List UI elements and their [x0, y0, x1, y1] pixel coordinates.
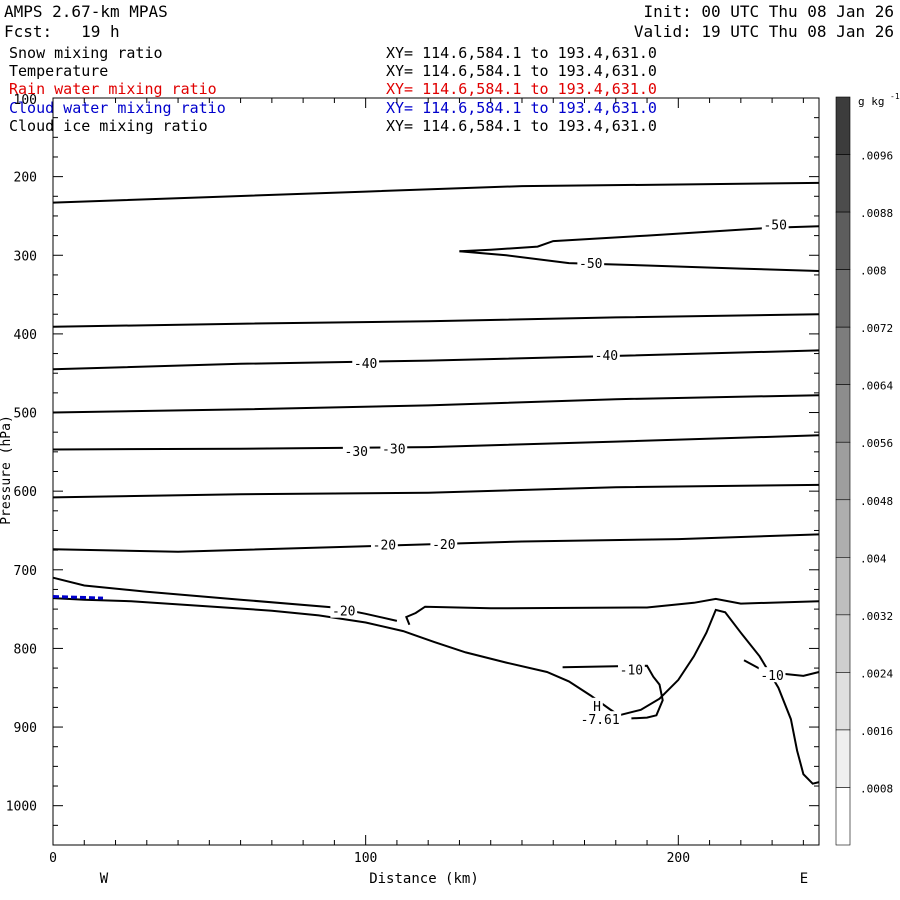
- x-tick-label: 100: [354, 851, 377, 866]
- colorbar-swatch: [835, 326, 851, 385]
- isotherm-line: [52, 483, 820, 499]
- contour-label-bg: [591, 697, 603, 713]
- isotherm-line: [459, 250, 820, 272]
- y-tick-label: 300: [14, 249, 37, 264]
- colorbar-swatch: [835, 499, 851, 558]
- field-name: Snow mixing ratio: [9, 44, 163, 62]
- isotherm-line: [562, 664, 664, 720]
- isotherm-line: [52, 313, 820, 328]
- isotherm-line: [52, 576, 398, 622]
- contour-label: -20: [432, 538, 455, 553]
- contour-label: -7.61: [581, 713, 620, 728]
- isotherm-line: [405, 597, 820, 626]
- colorbar-label: .0008: [860, 782, 893, 795]
- cloud-water-contour: [52, 595, 104, 600]
- isotherm-line: [52, 434, 820, 451]
- colorbar-swatch: [835, 96, 851, 155]
- contour-label: -50: [763, 219, 786, 234]
- colorbar-swatch: [835, 154, 851, 213]
- contour-label-bg: [330, 602, 358, 618]
- y-axis-label: Pressure (hPa): [0, 415, 14, 525]
- contour-label-bg: [618, 661, 645, 677]
- colorbar-unit-exponent: -1: [890, 92, 900, 101]
- y-top-label: 100: [14, 93, 37, 108]
- west-label: W: [100, 871, 109, 887]
- x-tick-label: 200: [667, 851, 690, 866]
- colorbar-label: .0096: [860, 150, 893, 163]
- colorbar-swatch: [835, 672, 851, 731]
- terrain-line: [52, 597, 820, 785]
- colorbar-swatch: [835, 384, 851, 443]
- contour-label-bg: [342, 443, 370, 459]
- isotherm-line: [52, 181, 820, 204]
- contour-label-bg: [592, 347, 620, 363]
- colorbar-label: .0064: [860, 380, 893, 393]
- colorbar-label: .008: [860, 265, 887, 278]
- plot-frame: [52, 97, 820, 846]
- y-tick-label: 400: [14, 328, 37, 343]
- isotherm-line: [52, 394, 820, 414]
- forecast-hour: Fcst: 19 h: [4, 22, 120, 41]
- colorbar-label: .0048: [860, 495, 893, 508]
- contour-label-bg: [758, 667, 786, 683]
- field-name: Cloud water mixing ratio: [9, 98, 226, 117]
- colorbar-swatch: [835, 787, 851, 846]
- field-xy-range: XY= 114.6,584.1 to 193.4,631.0: [386, 116, 657, 135]
- colorbar-swatch: [835, 557, 851, 616]
- colorbar-swatch: [835, 211, 851, 270]
- contour-label: -20: [373, 539, 396, 554]
- contour-label: -10: [760, 669, 783, 684]
- colorbar-label: .0072: [860, 322, 893, 335]
- field-name: Rain water mixing ratio: [9, 80, 217, 99]
- valid-time: Valid: 19 UTC Thu 08 Jan 26: [633, 22, 894, 41]
- colorbar-swatch: [835, 441, 851, 501]
- contour-label-bg: [371, 536, 398, 552]
- east-label: E: [800, 871, 808, 887]
- x-tick-label: 0: [49, 851, 57, 866]
- y-tick-label: 1000: [6, 800, 37, 815]
- field-xy-range: XY= 114.6,584.1 to 193.4,631.0: [386, 62, 657, 81]
- colorbar-swatch: [835, 614, 851, 673]
- contour-label-bg: [577, 255, 605, 271]
- field-xy-range: XY= 114.6,584.1 to 193.4,631.0: [386, 44, 657, 62]
- contour-label: -30: [345, 445, 368, 460]
- isotherm-line: [52, 349, 820, 371]
- colorbar-swatch: [835, 269, 851, 328]
- contour-label: -40: [354, 357, 377, 372]
- y-tick-label: 800: [14, 642, 37, 657]
- contour-label-bg: [761, 216, 789, 232]
- colorbar-label: .0016: [860, 725, 893, 738]
- init-time: Init: 00 UTC Thu 08 Jan 26: [643, 2, 894, 21]
- y-tick-label: 900: [14, 721, 37, 736]
- model-title: AMPS 2.67-km MPAS: [4, 2, 168, 21]
- field-xy-range: XY= 114.6,584.1 to 193.4,631.0: [386, 80, 657, 99]
- contour-label-bg: [352, 354, 380, 370]
- contour-label: -30: [382, 443, 405, 458]
- contour-label: -40: [595, 349, 618, 364]
- colorbar-label: .0088: [860, 207, 893, 220]
- colorbar-swatch: [835, 729, 851, 788]
- contour-label-bg: [579, 711, 622, 727]
- field-xy-range: XY= 114.6,584.1 to 193.4,631.0: [386, 98, 657, 117]
- contour-label-bg: [380, 440, 408, 456]
- field-name: Cloud ice mixing ratio: [9, 116, 208, 135]
- contour-label: -50: [579, 257, 602, 272]
- contour-label: -10: [620, 664, 643, 679]
- y-tick-label: 200: [14, 171, 37, 186]
- colorbar-label: .004: [860, 552, 887, 565]
- field-name: Temperature: [9, 62, 109, 81]
- contour-label: -20: [332, 605, 355, 620]
- y-tick-label: 600: [14, 485, 37, 500]
- y-tick-label: 500: [14, 407, 37, 422]
- colorbar-label: .0024: [860, 667, 893, 680]
- x-axis-label: Distance (km): [369, 871, 479, 887]
- contour-label-bg: [430, 535, 458, 551]
- y-tick-label: 700: [14, 564, 37, 579]
- colorbar-label: .0032: [860, 610, 893, 623]
- colorbar-unit: g kg: [858, 95, 885, 108]
- contour-label: H: [593, 700, 601, 715]
- colorbar-label: .0056: [860, 437, 893, 450]
